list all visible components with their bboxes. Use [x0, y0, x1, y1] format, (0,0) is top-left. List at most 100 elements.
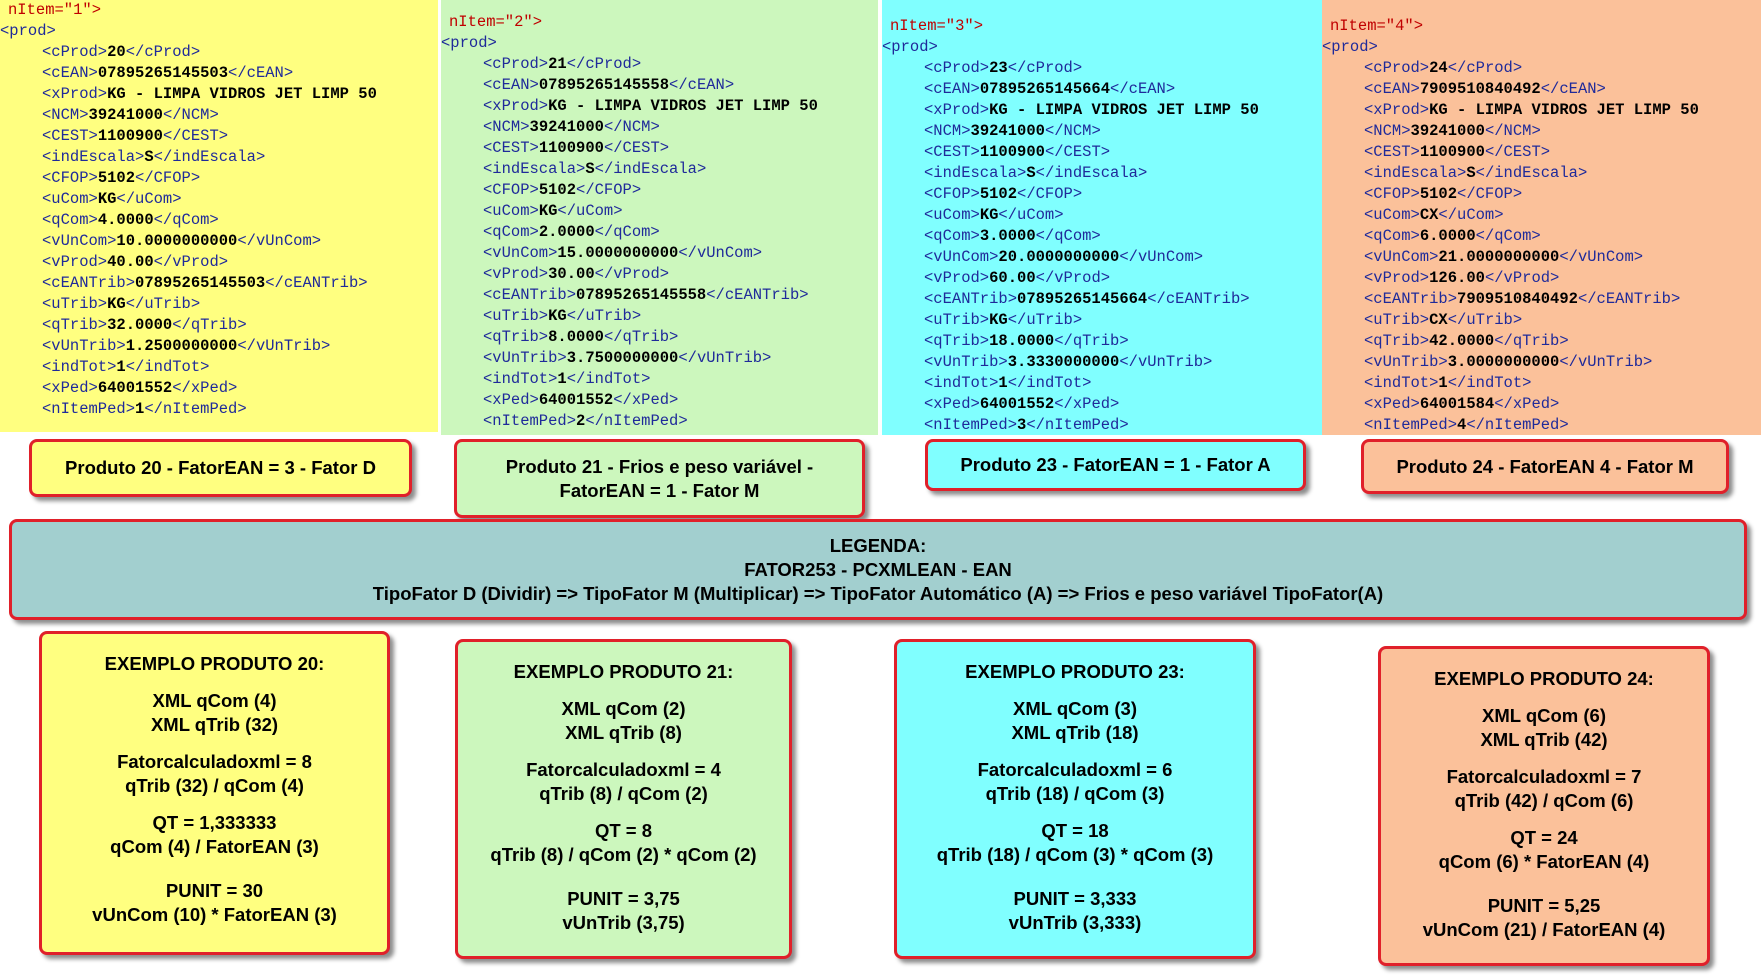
xml-tag: <vUnTrib>: [483, 349, 567, 367]
xml-tag: </indEscala>: [1035, 164, 1148, 182]
xml-line: <vUnCom>10.0000000000</vUnCom>: [0, 231, 438, 252]
xml-line: <vProd>40.00</vProd>: [0, 252, 438, 273]
xml-tag: </indTot>: [125, 358, 210, 376]
xml-value: 4.0000: [97, 211, 154, 229]
xml-value: 64001552: [97, 379, 173, 397]
example-line: PUNIT = 3,75: [567, 888, 680, 909]
xml-tag: <xProd>: [1364, 101, 1430, 119]
xml-root: <prod>: [1322, 38, 1378, 56]
xml-tag: </uTrib>: [1007, 311, 1083, 329]
xml-line: <indEscala>S</indEscala>: [441, 159, 878, 180]
xml-line: <xProd>KG - LIMPA VIDROS JET LIMP 50: [441, 96, 878, 117]
xml-value: 3: [1017, 416, 1027, 434]
xml-line: <CFOP>5102</CFOP>: [1322, 184, 1761, 205]
xml-tag: <uCom>: [924, 206, 980, 224]
xml-tag: <CEST>: [1364, 143, 1420, 161]
example-line: Fatorcalculadoxml = 7: [1446, 766, 1642, 787]
xml-line: <qTrib>32.0000</qTrib>: [0, 315, 438, 336]
xml-line: <cEAN>07895265145503</cEAN>: [0, 63, 438, 84]
example-title: EXEMPLO PRODUTO 24:: [1434, 668, 1654, 689]
example-group: QT = 24 qCom (6) * FatorEAN (4): [1381, 826, 1707, 874]
xml-line: <qTrib>42.0000</qTrib>: [1322, 331, 1761, 352]
xml-tag: </CFOP>: [1017, 185, 1083, 203]
xml-tag: <nItemPed>: [42, 400, 136, 418]
xml-tag: </NCM>: [162, 106, 219, 124]
example-group: Fatorcalculadoxml = 4 qTrib (8) / qCom (2…: [458, 758, 789, 806]
xml-value: 1: [998, 374, 1008, 392]
xml-tag: <indTot>: [924, 374, 999, 392]
xml-value: 30.00: [548, 265, 595, 283]
example-line: QT = 8: [594, 820, 653, 841]
xml-value: 3.0000: [979, 227, 1036, 245]
xml-tag: </qTrib>: [1054, 332, 1129, 350]
xml-tag: </CEST>: [162, 127, 229, 145]
example-line: Fatorcalculadoxml = 8: [117, 751, 312, 772]
xml-value: CX: [1419, 206, 1439, 224]
xml-tag: <NCM>: [924, 122, 971, 140]
xml-tag: <uTrib>: [42, 295, 108, 313]
xml-tag: <cEANTrib>: [483, 286, 577, 304]
xml-line: <nItemPed>1</nItemPed>: [0, 399, 438, 420]
xml-tag: </cEANTrib>: [1577, 290, 1681, 308]
xml-line: <CEST>1100900</CEST>: [441, 138, 878, 159]
xml-tag: </uTrib>: [125, 295, 201, 313]
xml-line: <nItemPed>2</nItemPed>: [441, 411, 878, 432]
xml-line: <qCom>2.0000</qCom>: [441, 222, 878, 243]
xml-value: 1100900: [97, 127, 163, 145]
xml-tag: <indTot>: [42, 358, 117, 376]
xml-tag: <uTrib>: [924, 311, 990, 329]
xml-value: S: [144, 148, 154, 166]
xml-tag: <cEAN>: [483, 76, 539, 94]
xml-tag: <nItemPed>: [483, 412, 577, 430]
xml-tag: <vUnTrib>: [924, 353, 1008, 371]
xml-tag: <NCM>: [42, 106, 89, 124]
example-box: EXEMPLO PRODUTO 23: XML qCom (3) XML qTrib…: [894, 639, 1256, 959]
example-line: XML qTrib (8): [565, 722, 682, 743]
product-label: Produto 23 - FatorEAN = 1 - Fator A: [925, 439, 1306, 491]
xml-line: <vUnCom>21.0000000000</vUnCom>: [1322, 247, 1761, 268]
xml-tag: <uTrib>: [483, 307, 549, 325]
xml-tag: <indEscala>: [924, 164, 1027, 182]
xml-root: <prod>: [882, 38, 938, 56]
xml-tag: </qTrib>: [1494, 332, 1569, 350]
xml-tag: </indTot>: [1447, 374, 1532, 392]
xml-tag: </NCM>: [1044, 122, 1101, 140]
xml-line: <cEAN>07895265145558</cEAN>: [441, 75, 878, 96]
xml-root: <prod>: [0, 22, 56, 40]
example-box: EXEMPLO PRODUTO 24: XML qCom (6) XML qTrib…: [1378, 646, 1710, 966]
xml-line: <uCom>KG</uCom>: [882, 205, 1322, 226]
xml-line: <xPed>64001552</xPed>: [0, 378, 438, 399]
xml-value: 7909510840492: [1419, 80, 1541, 98]
xml-value: 1100900: [1419, 143, 1485, 161]
xml-tag: <uCom>: [1364, 206, 1420, 224]
example-group: XML qCom (3) XML qTrib (18): [897, 697, 1253, 745]
xml-header: nItem="2">: [449, 13, 543, 31]
example-group: PUNIT = 5,25 vUnCom (21) / FatorEAN (4): [1381, 894, 1707, 942]
xml-tag: </cProd>: [125, 43, 201, 61]
xml-line: <NCM>39241000</NCM>: [0, 105, 438, 126]
xml-line: <cEANTrib>07895265145503</cEANTrib>: [0, 273, 438, 294]
example-line: vUnCom (21) / FatorEAN (4): [1422, 919, 1666, 940]
xml-tag: <qTrib>: [483, 328, 549, 346]
xml-tag: <qCom>: [1364, 227, 1420, 245]
xml-value: KG: [548, 307, 567, 325]
xml-line: <cProd>21</cProd>: [441, 54, 878, 75]
xml-tag: <cEANTrib>: [924, 290, 1018, 308]
xml-value: 07895265145664: [1017, 290, 1148, 308]
xml-line: <uTrib>KG</uTrib>: [441, 306, 878, 327]
xml-value: 4: [1457, 416, 1467, 434]
product-label: Produto 24 - FatorEAN 4 - Fator M: [1361, 439, 1729, 494]
xml-tag: <uCom>: [483, 202, 539, 220]
xml-value: 5102: [97, 169, 136, 187]
xml-value: 21.0000000000: [1438, 248, 1560, 266]
example-group: PUNIT = 30 vUnCom (10) * FatorEAN (3): [42, 879, 387, 927]
xml-tag: </cEAN>: [1540, 80, 1606, 98]
xml-value: KG - LIMPA VIDROS JET LIMP 50: [1429, 101, 1699, 119]
xml-tag: <qCom>: [924, 227, 980, 245]
xml-root: <prod>: [441, 34, 497, 52]
xml-value: KG: [107, 295, 126, 313]
example-group: XML qCom (6) XML qTrib (42): [1381, 704, 1707, 752]
example-line: qCom (4) / FatorEAN (3): [110, 836, 319, 857]
xml-tag: </qCom>: [1035, 227, 1101, 245]
xml-tag: </cEANTrib>: [706, 286, 809, 304]
